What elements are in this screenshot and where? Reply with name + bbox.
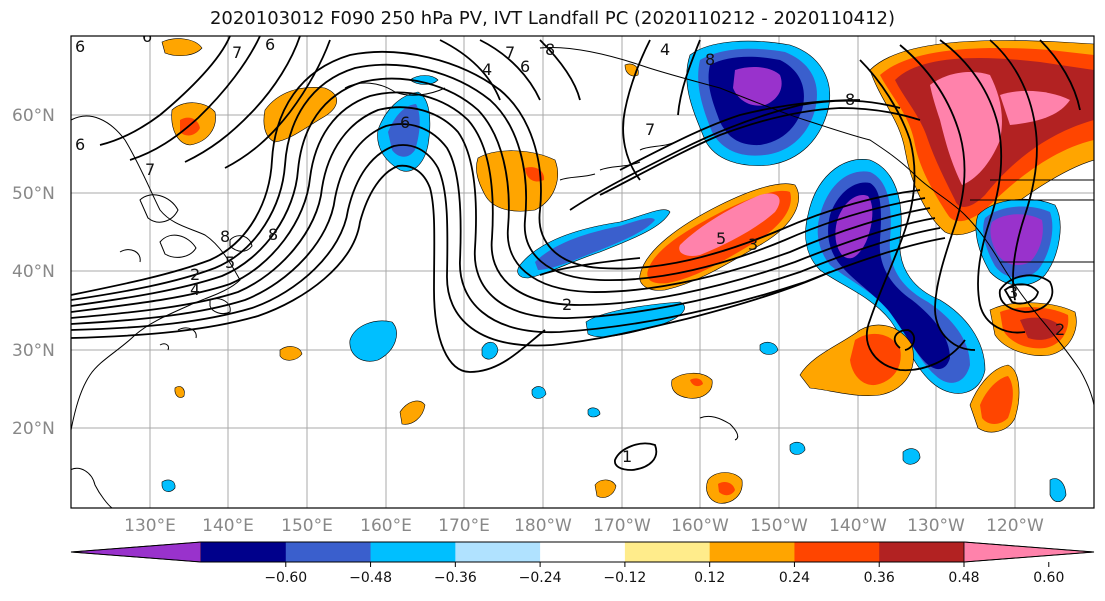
contour-label: 1 (622, 447, 632, 466)
contour-label: 8 (220, 227, 230, 246)
contour-labels: 6 6 7 7 8 4 6 8 4 6 7 8 6 7 8 5 3 2 5 6 … (75, 27, 1065, 466)
colorbar-segment (709, 542, 795, 562)
lon-label: 130°W (907, 516, 965, 536)
contour-label: 5 (225, 253, 235, 272)
contour-label: 3 (1008, 283, 1018, 302)
contour-label: 7 (505, 43, 515, 62)
colorbar-segment (624, 542, 711, 562)
contour-label: 8 (705, 50, 715, 69)
colorbar-tick-label: −0.48 (349, 570, 392, 586)
contour-label: 6 (75, 37, 85, 56)
contour-label: 4 (190, 280, 200, 299)
colorbar-segment (370, 542, 456, 562)
colorbar-tick-label: 0.24 (779, 570, 810, 586)
colorbar-tick-label: −0.36 (434, 570, 477, 586)
figure-title: 2020103012 F090 250 hPa PV, IVT Landfall… (209, 8, 896, 29)
contour-label: 7 (145, 160, 155, 179)
colorbar-tick-label: −0.60 (264, 570, 307, 586)
lat-label: 40°N (12, 262, 55, 282)
lon-label: 170°E (438, 516, 490, 536)
contour-label: 2 (562, 295, 572, 314)
lon-label: 140°W (829, 516, 887, 536)
colorbar-segment (455, 542, 541, 562)
lat-label: 20°N (12, 419, 55, 439)
map-content: 6 6 7 7 8 4 6 8 4 6 7 8 6 7 8 5 3 2 5 6 … (71, 27, 1094, 508)
colorbar-outline (70, 541, 1095, 563)
contour-label: 8 (545, 40, 555, 59)
lon-label: 170°W (593, 516, 651, 536)
lon-label: 160°E (360, 516, 412, 536)
contour-label: 6 (75, 135, 85, 154)
colorbar-right-extension (963, 541, 1095, 563)
contour-label: 6 (142, 27, 152, 46)
ivt-shading (161, 38, 1094, 504)
colorbar-tick-label: 0.60 (1033, 570, 1064, 586)
colorbar-segment (540, 542, 626, 562)
lon-label: 180°W (514, 516, 572, 536)
longitude-labels: 130°E 140°E 150°E 160°E 170°E 180°W 170°… (124, 516, 1044, 536)
colorbar-segment (285, 542, 372, 562)
colorbar-tick-label: −0.24 (519, 570, 562, 586)
contour-label: 2 (1055, 320, 1065, 339)
contour-label: 2 (190, 265, 200, 284)
contour-label: 5 (716, 229, 726, 248)
colorbar-segment (201, 542, 287, 562)
contour-label: 6 (520, 57, 530, 76)
contour-label: 8 (268, 225, 278, 244)
colorbar-segment (794, 542, 880, 562)
contour-label: 8 (845, 90, 855, 109)
lon-label: 160°W (671, 516, 729, 536)
colorbar: −0.60 −0.48 −0.36 −0.24 −0.12 0.12 0.24 0.36 0.4… (70, 541, 1095, 586)
colorbar-tick-label: 0.48 (948, 570, 979, 586)
contour-label: 4 (482, 60, 492, 79)
contour-label: 7 (232, 43, 242, 62)
latitude-labels: 60°N 50°N 40°N 30°N 20°N (12, 106, 55, 439)
map-frame (70, 35, 1095, 509)
pv-contours (71, 36, 1081, 471)
contour-label: 7 (645, 120, 655, 139)
lon-label: 130°E (124, 516, 176, 536)
colorbar-segment (879, 542, 965, 562)
lat-label: 60°N (12, 106, 55, 126)
lon-label: 150°E (281, 516, 333, 536)
colorbar-tick-label: 0.36 (864, 570, 895, 586)
colorbar-left-extension (70, 541, 202, 563)
lon-label: 120°W (986, 516, 1044, 536)
lat-label: 50°N (12, 184, 55, 204)
lat-label: 30°N (12, 341, 55, 361)
colorbar-tick-label: 0.12 (694, 570, 725, 586)
contour-label: 4 (660, 40, 670, 59)
colorbar-tick-label: −0.12 (603, 570, 646, 586)
lon-label: 150°W (750, 516, 808, 536)
contour-label: 6 (400, 113, 410, 132)
contour-label: 3 (748, 235, 758, 254)
contour-label: 6 (265, 35, 275, 54)
lon-label: 140°E (202, 516, 254, 536)
